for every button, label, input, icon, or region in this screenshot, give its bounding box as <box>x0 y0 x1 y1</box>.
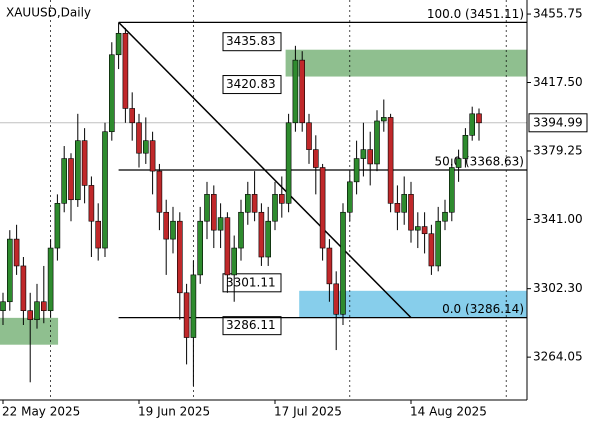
candle-body <box>448 167 455 213</box>
candle-body <box>278 194 285 204</box>
candle-body <box>476 113 482 124</box>
price-tag-label: 3394.99 <box>533 115 583 129</box>
candle-body <box>421 226 428 235</box>
y-tick-label: 3264.05 <box>533 350 583 364</box>
price-tag <box>528 113 588 133</box>
candle-body <box>149 140 156 172</box>
candle-body <box>401 194 408 213</box>
candle-body <box>211 194 217 231</box>
zone-label: 3301.11 <box>226 275 276 289</box>
candle-body <box>428 233 435 267</box>
candle-body <box>265 220 272 258</box>
candle-body <box>177 220 183 294</box>
candle-body <box>312 149 319 168</box>
candle-body <box>40 301 47 311</box>
candle-body <box>367 149 374 165</box>
trend-line <box>118 21 412 319</box>
candle-body <box>204 194 210 222</box>
candle-body <box>245 194 251 213</box>
x-tick-label: 22 May 2025 <box>2 405 80 419</box>
candle-body <box>27 310 34 320</box>
candle-body <box>129 108 135 124</box>
zone <box>285 49 527 77</box>
candle-body <box>115 32 122 56</box>
candle-body <box>326 247 333 285</box>
candle-body <box>20 265 27 311</box>
candle-body <box>292 59 299 124</box>
candle-body <box>285 122 292 204</box>
candle-body <box>13 238 20 267</box>
candle-body <box>183 292 190 338</box>
candle-body <box>163 211 169 240</box>
candle-body <box>34 301 40 320</box>
candle-body <box>68 158 74 201</box>
candle-body <box>333 283 340 315</box>
candle-body <box>122 32 129 109</box>
candle-body <box>346 181 353 213</box>
candle-body <box>224 217 231 276</box>
y-tick-label: 3417.50 <box>533 75 583 89</box>
x-tick-label: 17 Jul 2025 <box>274 405 342 419</box>
candle-body <box>156 170 163 213</box>
candle-body <box>306 122 312 150</box>
candle-body <box>380 117 387 122</box>
candle-body <box>190 274 197 338</box>
candle-body <box>394 203 401 213</box>
candle-body <box>75 140 81 201</box>
candle-body <box>7 238 13 303</box>
candle-body <box>272 194 278 222</box>
candle-body <box>408 194 414 231</box>
zone-label-box <box>222 75 282 95</box>
fib-label: 50.0 (3368.63) <box>434 154 524 168</box>
y-tick-label: 3341.00 <box>533 212 583 226</box>
zone <box>0 317 59 345</box>
zone-label-box <box>222 273 282 293</box>
candle-body <box>469 113 476 136</box>
candle-body <box>54 203 61 249</box>
x-tick-label: 19 Jun 2025 <box>138 405 210 419</box>
candle-body <box>353 158 360 183</box>
candle-body <box>319 167 326 249</box>
zone-label: 3435.83 <box>226 34 276 48</box>
candle-body <box>340 211 346 315</box>
candle-body <box>47 247 54 311</box>
fib-label: 0.0 (3286.14) <box>442 302 524 316</box>
zone-label-box <box>222 316 282 336</box>
candle-body <box>435 220 442 267</box>
candle-body <box>387 117 394 204</box>
candle-body <box>414 226 421 231</box>
candle-body <box>88 185 95 222</box>
x-tick-label: 14 Aug 2025 <box>410 405 487 419</box>
chart-title: XAUUSD,Daily <box>6 6 91 20</box>
candle-body <box>136 122 142 154</box>
zone-label-box <box>222 32 282 52</box>
candle-body <box>95 220 101 249</box>
y-tick-label: 3379.25 <box>533 143 583 157</box>
fib-label: 100.0 (3451.11) <box>427 7 524 21</box>
candle-body <box>299 59 306 124</box>
y-tick-label: 3455.75 <box>533 7 583 21</box>
candle-body <box>462 135 469 159</box>
candle-body <box>442 211 448 222</box>
candle-body <box>0 301 6 311</box>
candle-body <box>143 140 149 154</box>
candle-body <box>258 211 265 258</box>
candle-body <box>109 54 115 133</box>
zone-label: 3286.11 <box>226 318 276 332</box>
candle-body <box>231 247 237 276</box>
candle-body <box>197 220 203 276</box>
y-tick-label: 3302.30 <box>533 281 583 295</box>
candle-body <box>170 220 176 240</box>
candle-body <box>61 158 68 204</box>
candle-body <box>455 158 462 168</box>
candle-body <box>81 140 88 186</box>
candle-body <box>238 211 244 249</box>
zone-label: 3420.83 <box>226 77 276 91</box>
candle-body <box>360 149 367 159</box>
candle-body <box>102 131 108 249</box>
candle-body <box>217 217 224 231</box>
candle-body <box>374 120 380 165</box>
candle-body <box>251 194 258 213</box>
